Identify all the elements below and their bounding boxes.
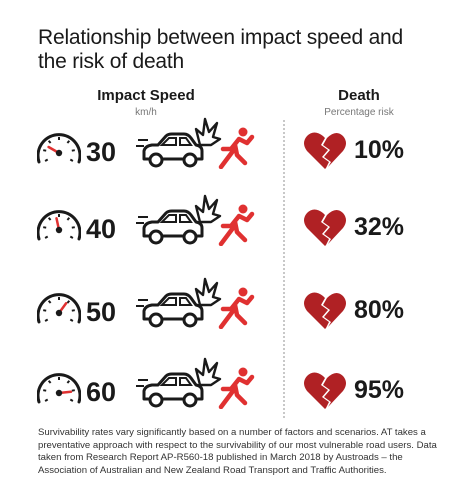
risk-row: 40 32%: [0, 194, 458, 270]
pedestrian-icon: [217, 285, 255, 330]
car-icon: [136, 204, 204, 248]
risk-row: 60 95%: [0, 357, 458, 433]
broken-heart-icon: [302, 206, 348, 248]
speed-value: 40: [86, 214, 117, 244]
speedometer-icon: [36, 371, 82, 407]
speed-value: 30: [86, 137, 117, 167]
broken-heart-icon: [302, 289, 348, 331]
risk-percentage: 32%: [354, 213, 405, 241]
impact-speed-header: Impact Speed km/h: [96, 87, 196, 118]
car-icon: [136, 127, 204, 171]
speedometer-icon: [36, 291, 82, 327]
pedestrian-icon: [217, 125, 255, 170]
impact-burst-icon: [192, 355, 222, 395]
broken-heart-icon: [302, 129, 348, 171]
impact-speed-label: Impact Speed: [97, 87, 195, 104]
speed-value: 60: [86, 377, 117, 407]
risk-row: 30 10%: [0, 117, 458, 193]
car-icon: [136, 367, 204, 411]
impact-burst-icon: [192, 115, 222, 155]
pedestrian-icon: [217, 202, 255, 247]
impact-speed-unit: km/h: [135, 107, 157, 118]
speedometer-icon: [36, 208, 82, 244]
broken-heart-icon: [302, 369, 348, 411]
death-label: Death: [338, 87, 380, 104]
speed-value: 50: [86, 297, 117, 327]
page-title: Relationship between impact speed and th…: [38, 26, 404, 73]
death-sublabel: Percentage risk: [324, 107, 394, 118]
death-header: Death Percentage risk: [304, 87, 414, 118]
risk-percentage: 80%: [354, 296, 405, 324]
footnote: Survivability rates vary significantly b…: [38, 427, 437, 476]
impact-burst-icon: [192, 192, 222, 232]
column-divider: [283, 120, 285, 418]
risk-percentage: 95%: [354, 376, 405, 404]
speedometer-icon: [36, 131, 82, 167]
car-icon: [136, 287, 204, 331]
risk-row: 50 80%: [0, 277, 458, 353]
impact-burst-icon: [192, 275, 222, 315]
risk-percentage: 10%: [354, 136, 405, 164]
pedestrian-icon: [217, 365, 255, 410]
